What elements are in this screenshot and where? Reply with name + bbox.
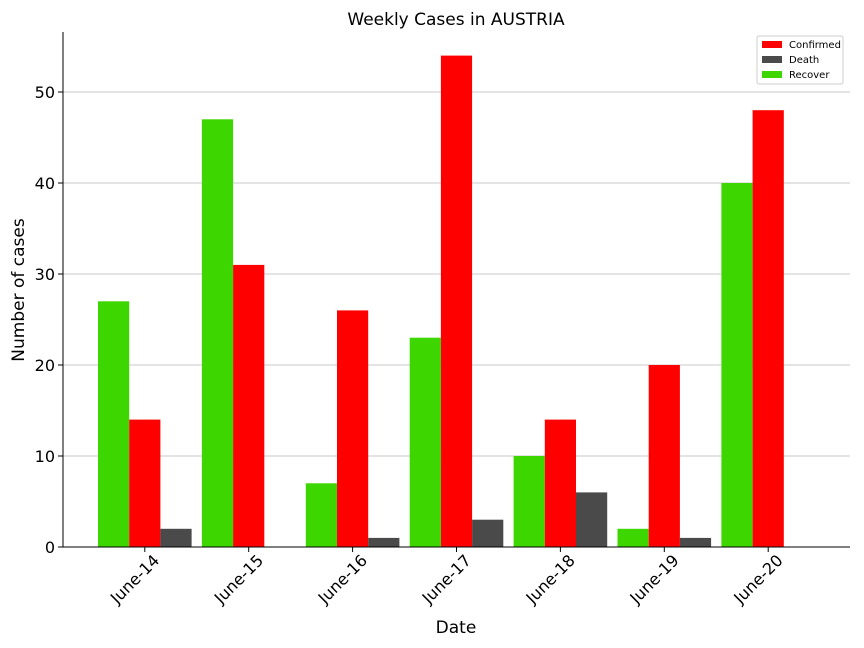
bar-death <box>368 537 400 547</box>
legend-label: Confirmed <box>789 40 841 51</box>
y-tick-label: 20 <box>35 356 55 375</box>
y-tick-label: 40 <box>35 174 55 193</box>
x-tick-label: June-16 <box>314 551 371 608</box>
bar-recover <box>409 337 441 547</box>
bar-confirmed <box>440 55 473 547</box>
bar-confirmed <box>648 365 680 547</box>
y-tick-label: 30 <box>35 265 55 284</box>
bar-recover <box>98 301 130 547</box>
chart-title: Weekly Cases in AUSTRIA <box>347 10 565 30</box>
x-tick-label: June-14 <box>106 551 163 608</box>
bar-recover <box>201 119 234 548</box>
x-tick-label: June-19 <box>625 551 682 608</box>
bar-confirmed <box>337 310 369 547</box>
bar-confirmed <box>752 110 784 547</box>
y-axis-label: Number of cases <box>9 218 29 362</box>
bar-recover <box>617 528 649 547</box>
bars <box>98 55 784 548</box>
x-tick-label: June-15 <box>210 551 267 608</box>
bar-recover <box>305 483 337 547</box>
x-tick-label: June-17 <box>418 551 475 608</box>
bar-recover <box>721 183 753 547</box>
legend: Confirmed Death Recover <box>756 35 844 85</box>
x-ticks: June-14 June-15 June-16 June-17 June-18 June-… <box>106 547 787 608</box>
y-tick-label: 0 <box>45 538 55 557</box>
bar-confirmed <box>544 419 576 547</box>
bar-death <box>679 537 712 547</box>
bar-confirmed <box>129 419 161 547</box>
bar-recover <box>513 456 545 547</box>
x-axis-label: Date <box>436 618 477 638</box>
legend-swatch <box>762 71 782 78</box>
bar-death <box>576 492 608 547</box>
bar-confirmed <box>233 264 265 547</box>
bar-death <box>472 519 504 547</box>
legend-label: Death <box>789 55 819 66</box>
bar-death <box>160 528 192 547</box>
x-tick-label: June-18 <box>522 551 579 608</box>
legend-label: Recover <box>789 70 830 81</box>
x-tick-label: June-20 <box>729 551 786 608</box>
legend-swatch <box>762 41 782 48</box>
y-tick-label: 10 <box>35 447 55 466</box>
y-tick-label: 50 <box>35 83 55 102</box>
y-ticks: 0 10 20 30 40 50 <box>35 83 63 557</box>
legend-swatch <box>762 56 782 63</box>
